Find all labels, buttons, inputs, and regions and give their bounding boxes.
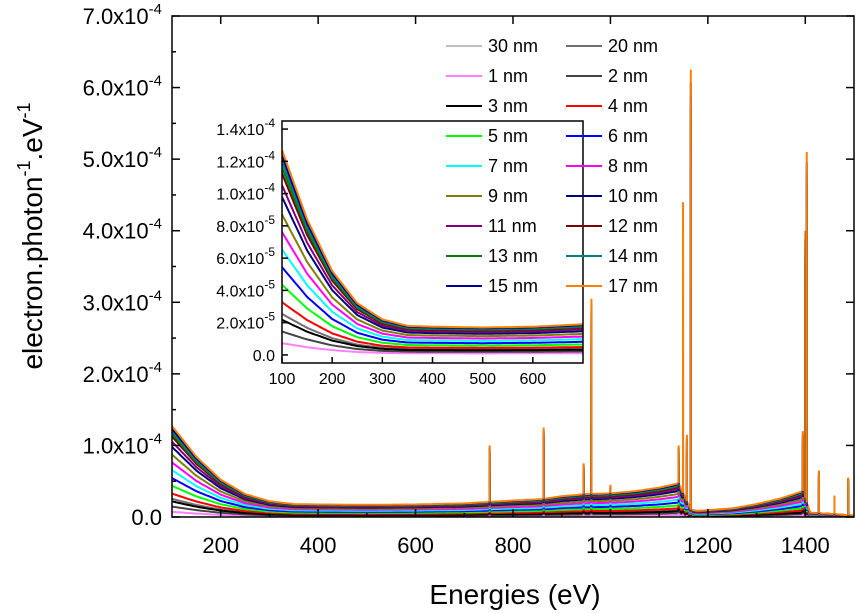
inset-x-tick-label: 100 <box>269 371 296 388</box>
legend-label: 9 nm <box>488 186 528 206</box>
legend-label: 30 nm <box>488 36 538 56</box>
inset-x-tick-label: 200 <box>319 371 346 388</box>
y-tick-label: 7.0x10-4 <box>83 1 162 29</box>
y-axis-title-mid: .eV <box>17 118 48 160</box>
x-tick-label: 200 <box>202 533 239 558</box>
x-tick-label: 1000 <box>586 533 635 558</box>
x-tick-label: 1200 <box>683 533 732 558</box>
inset-series-line <box>282 249 583 342</box>
y-tick-label: 1.0x10-4 <box>83 430 162 458</box>
inset-series-line <box>282 318 583 352</box>
legend-label: 17 nm <box>608 276 658 296</box>
inset-y-tick-label: 6.0x10-5 <box>216 245 275 268</box>
legend-label: 5 nm <box>488 126 528 146</box>
y-axis-title: electron.photon-1.eV-1 <box>14 102 48 369</box>
inset-series-line <box>282 301 583 349</box>
legend-label: 3 nm <box>488 96 528 116</box>
legend-label: 1 nm <box>488 66 528 86</box>
legend-label: 11 nm <box>488 216 537 236</box>
inset-series-line <box>282 283 583 347</box>
inset-y-tick-label: 1.0x10-4 <box>216 181 275 204</box>
legend-label: 20 nm <box>608 36 658 56</box>
inset-y-tick-label: 1.2x10-4 <box>216 148 275 171</box>
inset-series-line <box>282 196 583 335</box>
legend-label: 12 nm <box>608 216 658 236</box>
inset-y-tick-label: 8.0x10-5 <box>216 213 275 236</box>
inset-axes: 100 200 300 400 500 600 0.0 2.0x10-5 4.0x10-5 6.0… <box>216 116 546 388</box>
inset-y-tick-label: 4.0x10-5 <box>216 277 275 300</box>
legend-label: 2 nm <box>608 66 648 86</box>
y-tick-label: 2.0x10-4 <box>83 359 162 387</box>
inset-y-tick-label: 1.4x10-4 <box>216 116 275 139</box>
legend-label: 10 nm <box>608 186 658 206</box>
legend-label: 8 nm <box>608 156 648 176</box>
x-tick-label: 600 <box>397 533 434 558</box>
x-tick-label: 800 <box>495 533 532 558</box>
inset-series-line <box>282 184 583 334</box>
main-series-group <box>172 69 854 517</box>
inset-background <box>282 121 583 363</box>
y-axis-title-exp1: -1 <box>14 160 34 176</box>
inset-series-line <box>282 266 583 345</box>
inset-x-tick-label: 400 <box>419 371 446 388</box>
legend-label: 15 nm <box>488 276 538 296</box>
legend-label: 4 nm <box>608 96 648 116</box>
inset-series-group <box>282 149 583 355</box>
x-tick-label: 1400 <box>781 533 830 558</box>
inset-x-tick-label: 600 <box>519 371 546 388</box>
y-tick-label: 3.0x10-4 <box>83 287 162 315</box>
legend: 30 nm 20 nm 1 nm 2 nm 3 nm 4 nm 5 nm 6 nm 7 nm 8 … <box>446 36 658 296</box>
x-tick-label: 400 <box>300 533 337 558</box>
main-series-line <box>172 425 854 517</box>
y-axis-title-base: electron.photon <box>17 177 48 370</box>
y-axis-title-exp2: -1 <box>14 102 34 118</box>
inset-series-line <box>282 149 583 329</box>
legend-label: 6 nm <box>608 126 648 146</box>
x-axis-title: Energies (eV) <box>429 579 600 610</box>
legend-label: 7 nm <box>488 156 528 176</box>
inset-y-tick-label: 0.0 <box>253 348 275 365</box>
inset-x-tick-label: 300 <box>369 371 396 388</box>
inset-x-tick-label: 500 <box>469 371 496 388</box>
inset-series-line <box>282 342 583 355</box>
y-tick-label: 6.0x10-4 <box>83 73 162 101</box>
legend-label: 13 nm <box>488 246 538 266</box>
inset-series-line <box>282 330 583 353</box>
y-tick-label: 5.0x10-4 <box>83 144 162 172</box>
inset-y-tick-label: 2.0x10-5 <box>216 310 275 333</box>
main-axes: 200 400 600 800 1000 1200 1400 0.0 1.0x10-4 2.0x1… <box>83 1 854 558</box>
legend-label: 14 nm <box>608 246 658 266</box>
y-tick-label: 0.0 <box>131 505 162 530</box>
inset-series-line <box>282 231 583 340</box>
y-tick-label: 4.0x10-4 <box>83 216 162 244</box>
inset-series-line <box>282 213 583 338</box>
